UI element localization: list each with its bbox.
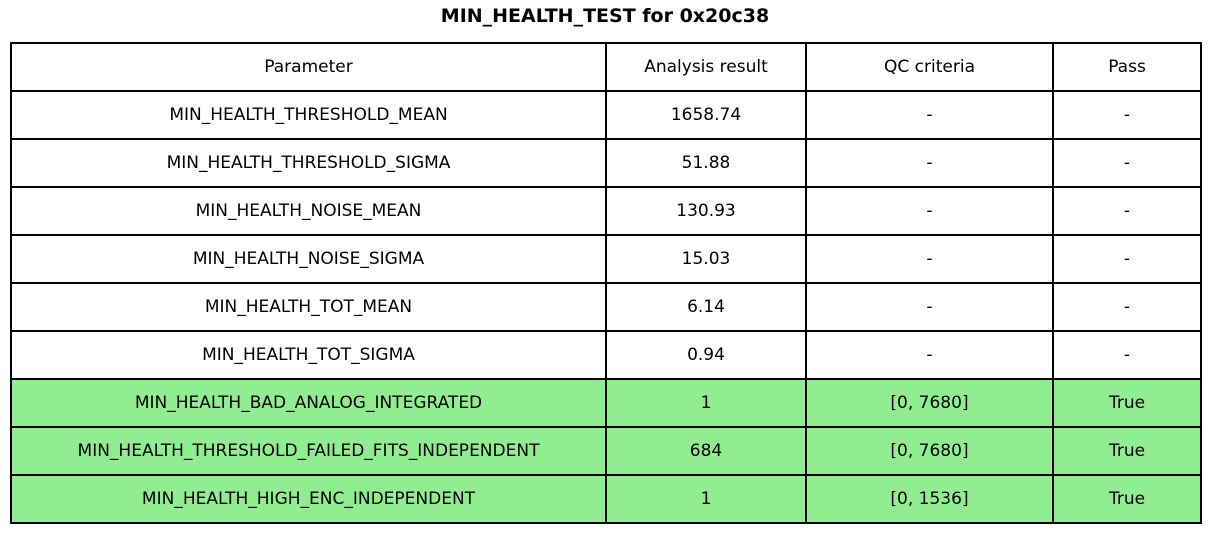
table-row: MIN_HEALTH_TOT_SIGMA 0.94- - [10, 330, 1202, 380]
analysis-result-cell: 1658.74 [605, 90, 807, 140]
pass-cell: - [1052, 330, 1202, 380]
column-header-parameter: Parameter [10, 42, 607, 92]
parameter-cell: MIN_HEALTH_TOT_SIGMA [10, 330, 607, 380]
analysis-result-cell: 15.03 [605, 234, 807, 284]
table-row: MIN_HEALTH_TOT_MEAN 6.14- - [10, 282, 1202, 332]
pass-cell: - [1052, 282, 1202, 332]
parameter-cell: MIN_HEALTH_NOISE_MEAN [10, 186, 607, 236]
parameter-cell: MIN_HEALTH_BAD_ANALOG_INTEGRATED [10, 378, 607, 428]
chart-title: MIN_HEALTH_TEST for 0x20c38 [440, 5, 770, 27]
analysis-result-cell: 1 [605, 378, 807, 428]
table-row: MIN_HEALTH_BAD_ANALOG_INTEGRATED 1 [0, 768… [10, 378, 1202, 428]
parameter-cell: MIN_HEALTH_NOISE_SIGMA [10, 234, 607, 284]
pass-cell: True [1052, 474, 1202, 524]
parameter-cell: MIN_HEALTH_HIGH_ENC_INDEPENDENT [10, 474, 607, 524]
parameter-cell: MIN_HEALTH_THRESHOLD_FAILED_FITS_INDEPEN… [10, 426, 607, 476]
analysis-result-cell: 0.94 [605, 330, 807, 380]
analysis-result-cell: 130.93 [605, 186, 807, 236]
table-header-row: Parameter Analysis result QC criteria Pa… [10, 42, 1202, 92]
column-header-pass: Pass [1052, 42, 1202, 92]
qc-criteria-cell: [0, 7680] [805, 378, 1054, 428]
column-header-analysis-result: Analysis result [605, 42, 807, 92]
qc-criteria-cell: - [805, 282, 1054, 332]
parameter-cell: MIN_HEALTH_THRESHOLD_MEAN [10, 90, 607, 140]
qc-criteria-cell: [0, 7680] [805, 426, 1054, 476]
analysis-result-cell: 1 [605, 474, 807, 524]
qc-criteria-cell: - [805, 90, 1054, 140]
qc-criteria-cell: - [805, 186, 1054, 236]
column-header-qc-criteria: QC criteria [805, 42, 1054, 92]
pass-cell: - [1052, 186, 1202, 236]
pass-cell: - [1052, 138, 1202, 188]
table-row: MIN_HEALTH_NOISE_MEAN 130.93- - [10, 186, 1202, 236]
pass-cell: True [1052, 378, 1202, 428]
qc-criteria-cell: - [805, 138, 1054, 188]
analysis-result-cell: 684 [605, 426, 807, 476]
analysis-result-cell: 6.14 [605, 282, 807, 332]
pass-cell: - [1052, 234, 1202, 284]
table-row: MIN_HEALTH_NOISE_SIGMA 15.03- - [10, 234, 1202, 284]
qc-criteria-cell: [0, 1536] [805, 474, 1054, 524]
table-row: MIN_HEALTH_THRESHOLD_MEAN 1658.74- - [10, 90, 1202, 140]
pass-cell: - [1052, 90, 1202, 140]
table-row: MIN_HEALTH_THRESHOLD_FAILED_FITS_INDEPEN… [10, 426, 1202, 476]
pass-cell: True [1052, 426, 1202, 476]
parameter-cell: MIN_HEALTH_THRESHOLD_SIGMA [10, 138, 607, 188]
qc-criteria-cell: - [805, 330, 1054, 380]
parameter-cell: MIN_HEALTH_TOT_MEAN [10, 282, 607, 332]
qc-criteria-cell: - [805, 234, 1054, 284]
qc-table-body: MIN_HEALTH_THRESHOLD_MEAN 1658.74- - MIN_HE… [10, 90, 1202, 524]
table-row: MIN_HEALTH_THRESHOLD_SIGMA 51.88- - [10, 138, 1202, 188]
analysis-result-cell: 51.88 [605, 138, 807, 188]
qc-results-table: Parameter Analysis result QC criteria Pa… [10, 42, 1202, 524]
table-row: MIN_HEALTH_HIGH_ENC_INDEPENDENT 1 [0, 1536… [10, 474, 1202, 524]
